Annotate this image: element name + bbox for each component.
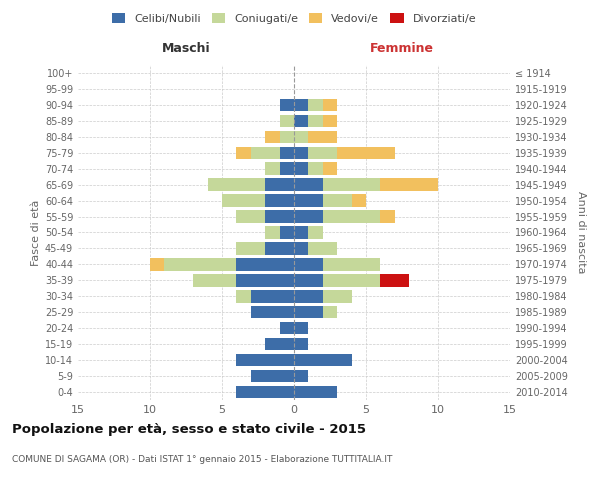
Bar (265, 226, 280, 238)
Bar (265, 210, 294, 223)
Text: Femmine: Femmine (370, 42, 434, 56)
Bar (323, 306, 337, 318)
Bar (265, 338, 294, 350)
Bar (294, 338, 308, 350)
Bar (323, 98, 337, 111)
Bar (280, 146, 294, 159)
Bar (251, 306, 294, 318)
Bar (236, 290, 251, 302)
Bar (323, 194, 352, 207)
Bar (251, 146, 280, 159)
Bar (323, 290, 352, 302)
Y-axis label: Fasce di età: Fasce di età (31, 200, 41, 266)
Bar (323, 178, 380, 191)
Bar (251, 290, 294, 302)
Bar (294, 322, 308, 334)
Text: Popolazione per età, sesso e stato civile - 2015: Popolazione per età, sesso e stato civil… (12, 422, 366, 436)
Bar (380, 178, 438, 191)
Bar (294, 258, 323, 270)
Bar (294, 274, 323, 286)
Bar (280, 162, 294, 175)
Bar (294, 226, 308, 238)
Bar (294, 354, 352, 366)
Bar (236, 258, 294, 270)
Text: COMUNE DI SAGAMA (OR) - Dati ISTAT 1° gennaio 2015 - Elaborazione TUTTITALIA.IT: COMUNE DI SAGAMA (OR) - Dati ISTAT 1° ge… (12, 455, 392, 464)
Bar (294, 386, 337, 398)
Bar (294, 162, 308, 175)
Bar (294, 178, 323, 191)
Bar (265, 242, 294, 254)
Bar (308, 242, 337, 254)
Bar (337, 146, 395, 159)
Bar (164, 258, 236, 270)
Bar (193, 274, 236, 286)
Bar (265, 162, 280, 175)
Bar (236, 274, 294, 286)
Bar (323, 258, 380, 270)
Bar (265, 178, 294, 191)
Bar (294, 98, 308, 111)
Bar (236, 242, 265, 254)
Bar (265, 130, 280, 143)
Bar (280, 226, 294, 238)
Bar (294, 146, 308, 159)
Bar (308, 130, 337, 143)
Bar (251, 370, 294, 382)
Bar (294, 194, 323, 207)
Bar (294, 370, 308, 382)
Y-axis label: Anni di nascita: Anni di nascita (576, 191, 586, 274)
Bar (323, 274, 380, 286)
Bar (236, 354, 294, 366)
Bar (280, 114, 294, 127)
Bar (323, 114, 337, 127)
Bar (294, 290, 323, 302)
Bar (323, 210, 380, 223)
Bar (294, 242, 308, 254)
Bar (236, 146, 251, 159)
Bar (308, 162, 323, 175)
Bar (294, 210, 323, 223)
Text: Maschi: Maschi (161, 42, 211, 56)
Bar (308, 98, 323, 111)
Bar (265, 194, 294, 207)
Bar (208, 178, 265, 191)
Bar (308, 226, 323, 238)
Bar (308, 114, 323, 127)
Bar (352, 194, 366, 207)
Bar (323, 162, 337, 175)
Bar (308, 146, 337, 159)
Bar (236, 210, 265, 223)
Bar (280, 322, 294, 334)
Bar (280, 130, 294, 143)
Bar (294, 130, 308, 143)
Bar (236, 386, 294, 398)
Bar (280, 98, 294, 111)
Bar (222, 194, 265, 207)
Bar (380, 274, 409, 286)
Bar (150, 258, 164, 270)
Bar (294, 114, 308, 127)
Legend: Celibi/Nubili, Coniugati/e, Vedovi/e, Divorziati/e: Celibi/Nubili, Coniugati/e, Vedovi/e, Di… (110, 10, 478, 26)
Bar (294, 306, 323, 318)
Bar (380, 210, 395, 223)
